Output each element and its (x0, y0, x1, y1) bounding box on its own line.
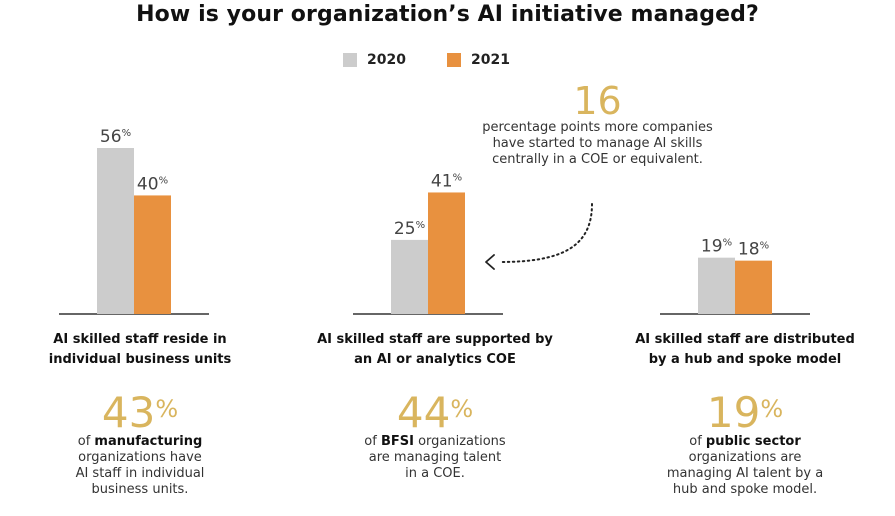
legend: 2020 2021 (0, 52, 895, 72)
chart-title: How is your organization’s AI initiative… (136, 2, 759, 27)
group-coe: AI skilled staff are supported by an AI … (305, 330, 565, 482)
stat-bold: BFSI (380, 434, 414, 449)
bar-value-unit: % (122, 128, 132, 139)
group-label-line: AI skilled staff reside in (53, 332, 227, 347)
bar-value-label: 41% (431, 171, 462, 191)
stat-number-value: 19 (706, 388, 761, 437)
bar-2021 (428, 192, 465, 314)
bar-2020 (698, 257, 735, 314)
stat-text: of manufacturing organizations have AI s… (20, 434, 260, 498)
stat-bold: manufacturing (94, 434, 203, 449)
stat-percent-sign: % (155, 395, 179, 423)
stat-line: AI staff in individual (75, 466, 205, 481)
callout-text: percentage points more companies have st… (482, 120, 713, 167)
stat-prefix: of (77, 434, 95, 449)
bar-value-unit: % (723, 238, 733, 249)
stat-number: 43% (102, 392, 178, 434)
bar-value-label: 18% (738, 240, 769, 260)
stat-line: in a COE. (405, 466, 465, 481)
callout: 16 percentage points more companies have… (480, 82, 715, 168)
bar-value-unit: % (453, 172, 463, 183)
group-label: AI skilled staff reside in individual bu… (20, 330, 260, 370)
stat-number: 44% (397, 392, 473, 434)
callout-arrow (499, 203, 593, 263)
group-label-line: by a hub and spoke model (648, 352, 842, 367)
stat-percent-sign: % (450, 395, 474, 423)
group-label: AI skilled staff are supported by an AI … (305, 330, 565, 370)
stat-line: organizations are (688, 450, 802, 465)
stat-suffix: organizations (413, 434, 506, 449)
bar-2021 (735, 260, 772, 314)
group-label-line: AI skilled staff are supported by (317, 332, 553, 347)
legend-label-2020: 2020 (367, 52, 406, 68)
legend-swatch-2020 (343, 53, 357, 67)
stat-bold: public sector (705, 434, 801, 449)
legend-item-2020: 2020 (343, 52, 406, 68)
stat-text: of public sector organizations are manag… (615, 434, 875, 498)
bar-2020 (391, 239, 428, 314)
stat-prefix: of (689, 434, 706, 449)
stat-prefix: of (364, 434, 381, 449)
bar-2020 (97, 148, 134, 314)
stat-line: managing AI talent by a (666, 466, 824, 481)
group-label-line: AI skilled staff are distributed (635, 332, 855, 347)
group-label-line: an AI or analytics COE (354, 352, 516, 367)
bar-value-label: 25% (394, 219, 425, 239)
stat-line: business units. (91, 482, 189, 497)
stat-percent-sign: % (760, 395, 784, 423)
group-hub-and-spoke: AI skilled staff are distributed by a hu… (615, 330, 875, 498)
stat-number-value: 44 (396, 388, 451, 437)
group-label-line: individual business units (48, 352, 232, 367)
bar-value-unit: % (760, 241, 770, 252)
bar-value-unit: % (159, 175, 169, 186)
bar-value-unit: % (416, 220, 426, 231)
callout-arrowhead-icon (485, 254, 495, 270)
bar-value-label: 40% (137, 174, 168, 194)
callout-number: 16 (573, 79, 622, 123)
group-label: AI skilled staff are distributed by a hu… (615, 330, 875, 370)
bar-value-label: 19% (701, 237, 732, 257)
stat-number: 19% (707, 392, 783, 434)
legend-label-2021: 2021 (471, 52, 510, 68)
group-business-units: AI skilled staff reside in individual bu… (20, 330, 260, 498)
stat-line: hub and spoke model. (672, 482, 818, 497)
bar-value-label: 56% (100, 127, 131, 147)
legend-swatch-2021 (447, 53, 461, 67)
legend-item-2021: 2021 (447, 52, 510, 68)
stat-line: are managing talent (368, 450, 502, 465)
stat-number-value: 43 (101, 388, 156, 437)
stat-text: of BFSI organizations are managing talen… (305, 434, 565, 482)
bar-2021 (134, 195, 171, 314)
stat-line: organizations have (78, 450, 202, 465)
